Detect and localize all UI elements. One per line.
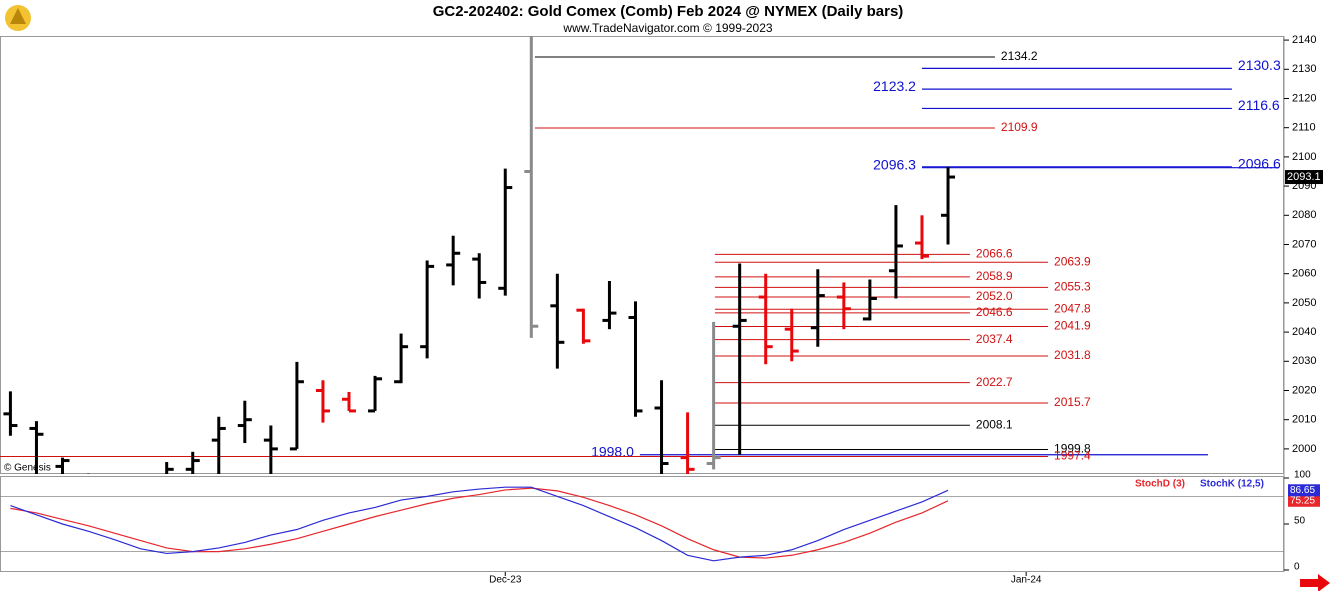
level-label: 2116.6: [1238, 97, 1280, 113]
x-tick-label: Jan-24: [1011, 575, 1042, 586]
level-label: 2063.9: [1054, 254, 1091, 268]
level-label: 2123.2: [873, 78, 916, 94]
logo: [5, 5, 31, 31]
level-label: 2047.8: [1054, 301, 1091, 315]
level-label: 2096.3: [873, 156, 916, 172]
y-tick-label: 2100: [1292, 151, 1316, 163]
y-tick-label: 50: [1294, 516, 1306, 527]
level-label: 2041.9: [1054, 319, 1091, 333]
y-tick-label: 2050: [1292, 297, 1316, 309]
y-tick-label: 0: [1294, 562, 1300, 573]
level-label: 2055.3: [1054, 280, 1091, 294]
last-value-box: [1288, 484, 1320, 497]
legend-label: StochK (12,5): [1200, 479, 1264, 490]
y-tick-label: 2020: [1292, 384, 1316, 396]
y-tick-label: 2110: [1292, 122, 1316, 134]
level-label: 2109.9: [1001, 120, 1038, 134]
stoch-line: [10, 486, 949, 562]
y-tick-label: 2120: [1292, 92, 1316, 104]
level-label: 1998.0: [591, 443, 634, 459]
y-tick-label: 2010: [1292, 414, 1316, 426]
y-tick-label: 2030: [1292, 355, 1316, 367]
last-value-label: 86.65: [1290, 485, 1315, 496]
y-tick-label: 2080: [1292, 209, 1316, 221]
level-label: 2096.6: [1238, 156, 1281, 172]
last-value-label: 75.25: [1290, 495, 1315, 506]
level-label: 2031.8: [1054, 348, 1091, 362]
chart-subtitle: www.TradeNavigator.com © 1999-2023: [562, 21, 772, 35]
y-tick-label: 100: [1294, 470, 1311, 481]
y-tick-label: 2070: [1292, 238, 1316, 250]
level-label: 2037.4: [976, 332, 1013, 346]
level-label: 2134.2: [1001, 49, 1038, 63]
axes: 2000201020202030204020502060207020802090…: [489, 34, 1323, 586]
y-tick-label: 2060: [1292, 268, 1316, 280]
level-label: 1997.4: [1054, 449, 1091, 463]
last-price-label: 2093.1: [1287, 171, 1321, 183]
level-label: 2130.3: [1238, 57, 1281, 73]
level-label: 2058.9: [976, 269, 1013, 283]
level-label: 2066.6: [976, 247, 1013, 261]
level-label: 1999.8: [1054, 442, 1091, 456]
chart-title: GC2-202402: Gold Comex (Comb) Feb 2024 @…: [433, 3, 904, 20]
stoch-line: [10, 487, 949, 559]
level-label: 2052.0: [976, 289, 1013, 303]
price-plot: 2134.2 2130.3 2123.2 2116.6 2109.9 2096.3 2096…: [0, 36, 1281, 474]
y-tick-label: 2140: [1292, 34, 1316, 46]
y-tick-label: 2000: [1292, 443, 1316, 455]
scroll-arrow[interactable]: [1300, 574, 1330, 591]
last-price-box: [1285, 170, 1323, 185]
y-tick-label: 2130: [1292, 63, 1316, 75]
legend-label: StochD (3): [1135, 479, 1185, 490]
level-label: 2022.7: [976, 375, 1013, 389]
y-tick-label: 2040: [1292, 326, 1316, 338]
stoch-plot: [0, 486, 1284, 562]
level-label: 2008.1: [976, 417, 1013, 431]
level-label: 2015.7: [1054, 395, 1091, 409]
x-tick-label: Dec-23: [489, 575, 522, 586]
watermark: © Genesis: [4, 463, 51, 474]
level-label: 2046.6: [976, 305, 1013, 319]
last-value-box: [1288, 494, 1320, 507]
